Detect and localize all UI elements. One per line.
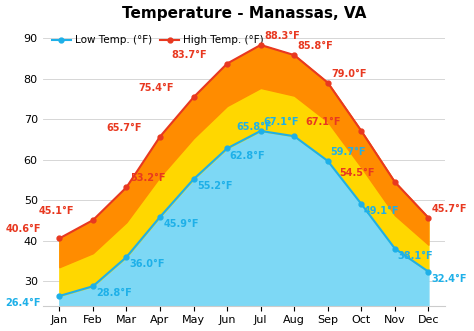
High Temp. (°F): [258, 43, 264, 47]
Text: 53.2°F: 53.2°F: [130, 173, 165, 183]
Low Temp. (°F): [90, 284, 96, 288]
Low Temp. (°F): [292, 134, 297, 138]
Text: 65.8°F: 65.8°F: [237, 122, 273, 132]
High Temp. (°F): [325, 81, 330, 85]
Text: 45.9°F: 45.9°F: [164, 219, 199, 229]
High Temp. (°F): [157, 135, 163, 139]
Title: Temperature - Manassas, VA: Temperature - Manassas, VA: [122, 6, 366, 21]
High Temp. (°F): [426, 216, 431, 220]
High Temp. (°F): [124, 185, 129, 189]
Text: 36.0°F: 36.0°F: [130, 259, 165, 269]
Legend: Low Temp. (°F), High Temp. (°F): Low Temp. (°F), High Temp. (°F): [48, 31, 268, 49]
Line: High Temp. (°F): High Temp. (°F): [57, 42, 431, 241]
Low Temp. (°F): [191, 177, 196, 181]
Low Temp. (°F): [157, 215, 163, 219]
Text: 65.7°F: 65.7°F: [106, 122, 142, 132]
Low Temp. (°F): [56, 294, 62, 298]
High Temp. (°F): [90, 218, 96, 222]
Text: 45.7°F: 45.7°F: [432, 204, 467, 213]
Text: 32.4°F: 32.4°F: [431, 274, 466, 284]
Line: Low Temp. (°F): Low Temp. (°F): [57, 128, 431, 299]
Text: 85.8°F: 85.8°F: [298, 41, 333, 51]
Text: 67.1°F: 67.1°F: [306, 117, 341, 127]
Text: 49.1°F: 49.1°F: [364, 206, 400, 216]
Text: 26.4°F: 26.4°F: [5, 298, 41, 308]
Text: 38.1°F: 38.1°F: [398, 251, 433, 261]
High Temp. (°F): [392, 180, 398, 184]
High Temp. (°F): [191, 95, 196, 99]
Low Temp. (°F): [325, 159, 330, 163]
High Temp. (°F): [56, 236, 62, 240]
Low Temp. (°F): [224, 146, 230, 150]
High Temp. (°F): [292, 53, 297, 57]
Text: 45.1°F: 45.1°F: [39, 206, 74, 216]
Text: 59.7°F: 59.7°F: [330, 147, 366, 157]
Text: 79.0°F: 79.0°F: [331, 69, 366, 78]
Low Temp. (°F): [358, 202, 364, 206]
Text: 40.6°F: 40.6°F: [5, 224, 41, 234]
Text: 28.8°F: 28.8°F: [96, 288, 132, 298]
Text: 55.2°F: 55.2°F: [197, 181, 232, 191]
Low Temp. (°F): [426, 270, 431, 274]
Text: 62.8°F: 62.8°F: [230, 151, 265, 161]
High Temp. (°F): [224, 62, 230, 66]
Low Temp. (°F): [392, 247, 398, 251]
Text: 83.7°F: 83.7°F: [172, 50, 207, 60]
Text: 88.3°F: 88.3°F: [264, 31, 300, 41]
Text: 67.1°F: 67.1°F: [264, 117, 299, 127]
Text: 75.4°F: 75.4°F: [138, 83, 173, 93]
Low Temp. (°F): [258, 129, 264, 133]
Text: 54.5°F: 54.5°F: [339, 168, 375, 178]
High Temp. (°F): [358, 129, 364, 133]
Low Temp. (°F): [124, 255, 129, 259]
